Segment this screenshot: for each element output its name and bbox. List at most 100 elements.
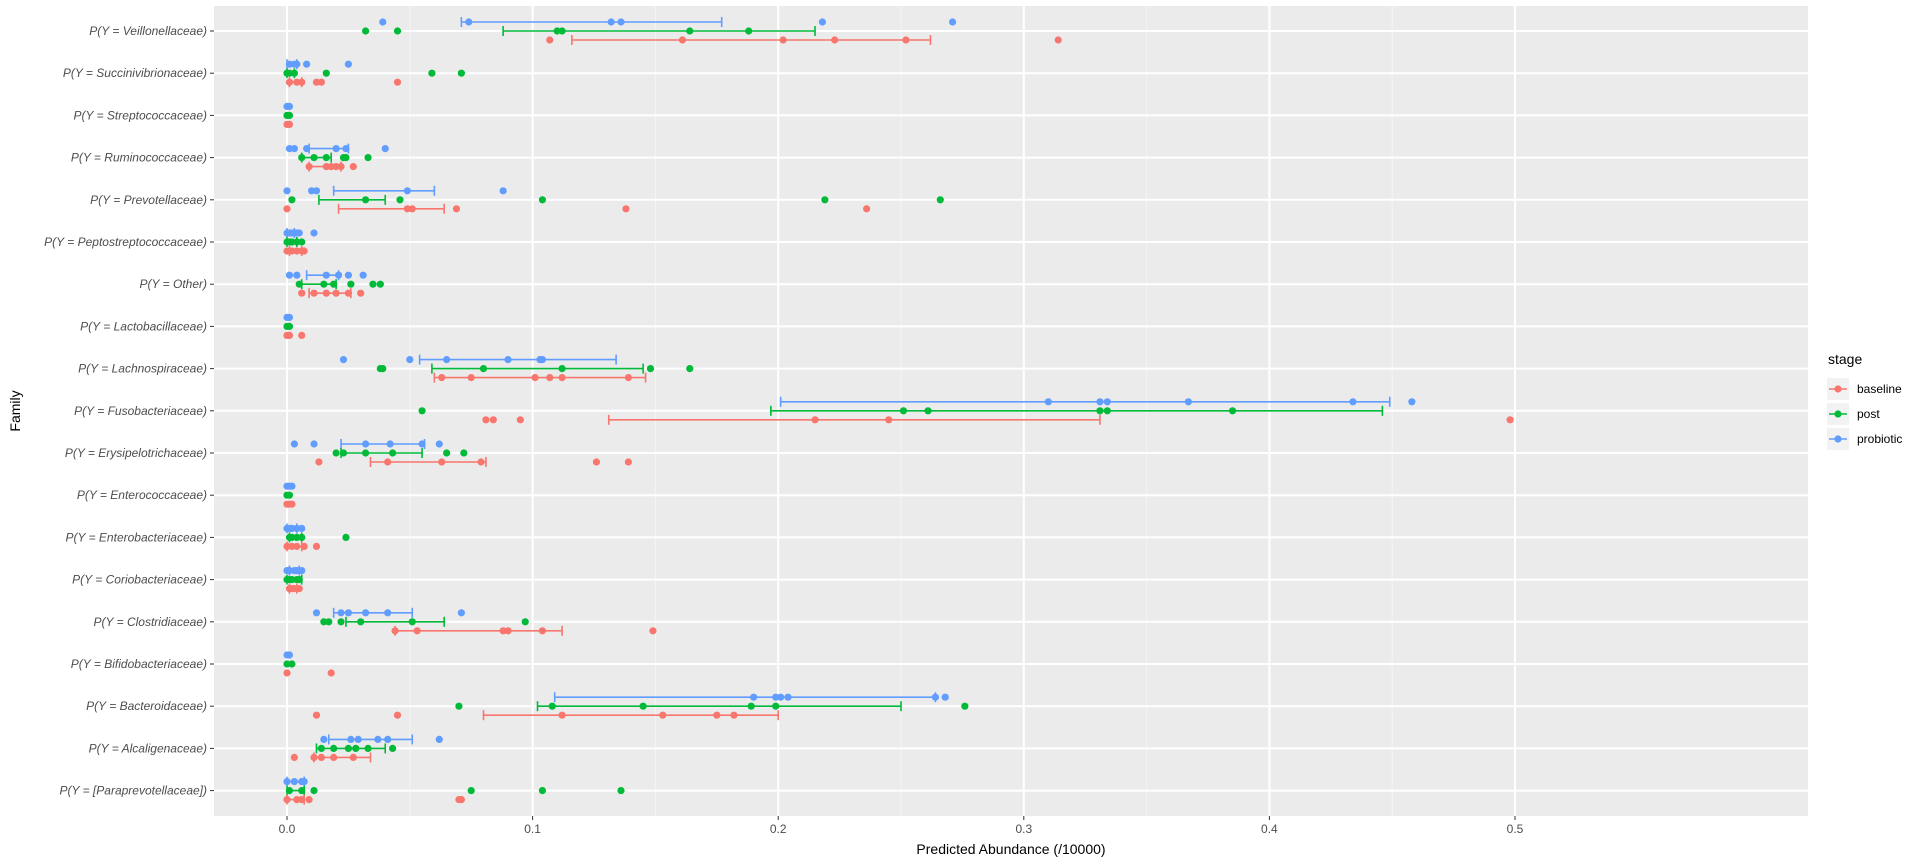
y-tick-label: P(Y = Bacteroidaceae)	[86, 699, 207, 713]
y-tick-label: P(Y = Alcaligenaceae)	[89, 741, 207, 755]
point-baseline	[482, 416, 490, 424]
point-baseline	[344, 289, 352, 297]
point-baseline	[863, 205, 871, 213]
point-baseline	[330, 753, 338, 762]
point-post	[288, 660, 296, 668]
point-probiotic	[931, 693, 939, 701]
point-probiotic	[406, 356, 414, 364]
point-baseline	[283, 669, 291, 677]
point-baseline	[391, 627, 399, 635]
point-probiotic	[538, 356, 547, 364]
x-tick-label: 0.3	[1015, 822, 1032, 836]
point-baseline	[357, 289, 365, 297]
legend-key-point	[1834, 435, 1842, 443]
point-post	[455, 702, 463, 710]
point-probiotic	[337, 609, 345, 617]
point-post	[285, 491, 294, 499]
point-probiotic	[784, 693, 792, 701]
y-tick-label: P(Y = Prevotellaceae)	[90, 193, 207, 207]
point-probiotic	[607, 18, 615, 26]
point-baseline	[305, 163, 313, 171]
point-baseline	[317, 753, 325, 762]
point-probiotic	[298, 524, 306, 533]
point-baseline	[457, 796, 465, 804]
point-post	[376, 280, 384, 288]
point-post	[352, 744, 360, 753]
point-baseline	[413, 627, 421, 635]
point-probiotic	[359, 271, 367, 279]
point-baseline	[285, 78, 294, 86]
point-probiotic	[303, 60, 311, 68]
point-probiotic	[381, 145, 389, 153]
point-probiotic	[379, 18, 387, 26]
point-baseline	[310, 753, 318, 762]
point-post	[1103, 407, 1111, 415]
y-tick-label: P(Y = Erysipelotrichaceae)	[65, 446, 207, 460]
point-probiotic	[1408, 398, 1416, 406]
point-baseline	[902, 36, 910, 44]
point-post	[361, 449, 370, 457]
y-tick-label: P(Y = Streptococcaceae)	[73, 108, 207, 122]
point-probiotic	[465, 18, 473, 26]
point-baseline	[300, 542, 308, 551]
point-baseline	[293, 542, 301, 551]
point-probiotic	[283, 778, 291, 786]
point-probiotic	[285, 271, 294, 279]
point-baseline	[317, 78, 325, 86]
point-post	[298, 787, 306, 795]
point-probiotic	[499, 187, 507, 195]
point-probiotic	[435, 440, 443, 448]
legend-label-probiotic: probiotic	[1857, 432, 1902, 446]
point-post	[322, 154, 330, 162]
point-baseline	[438, 458, 446, 466]
point-baseline	[659, 711, 667, 719]
point-post	[408, 618, 416, 626]
point-post	[379, 365, 387, 373]
point-post	[548, 702, 556, 710]
point-probiotic	[384, 609, 392, 617]
point-baseline	[298, 78, 306, 86]
point-post	[285, 787, 294, 795]
point-baseline	[649, 627, 657, 635]
point-probiotic	[342, 145, 350, 153]
point-post	[558, 365, 566, 373]
point-probiotic	[1349, 398, 1357, 406]
point-probiotic	[818, 18, 827, 26]
y-axis-title: Family	[7, 390, 23, 431]
point-baseline	[531, 374, 539, 382]
point-baseline	[327, 669, 335, 677]
point-post	[443, 449, 451, 457]
point-baseline	[558, 711, 566, 719]
y-tick-label: P(Y = Fusobacteriaceae)	[74, 404, 207, 418]
point-post	[479, 365, 488, 373]
y-tick-label: P(Y = Ruminococcaceae)	[71, 151, 207, 165]
point-probiotic	[303, 145, 311, 153]
point-post	[467, 787, 475, 795]
point-probiotic	[300, 778, 308, 786]
point-probiotic	[293, 60, 301, 68]
point-post	[1096, 407, 1104, 415]
point-baseline	[310, 289, 318, 297]
point-probiotic	[334, 271, 343, 279]
point-probiotic	[435, 735, 443, 744]
point-baseline	[1506, 416, 1514, 424]
point-post	[745, 27, 753, 35]
point-baseline	[452, 205, 461, 213]
point-probiotic	[777, 693, 785, 701]
point-probiotic	[312, 609, 321, 617]
x-tick-label: 0.4	[1261, 822, 1278, 836]
point-baseline	[305, 796, 313, 804]
point-post	[361, 196, 370, 204]
point-probiotic	[1184, 398, 1192, 406]
point-probiotic	[339, 356, 348, 364]
data-points	[283, 18, 1514, 804]
point-baseline	[624, 458, 632, 466]
point-post	[342, 533, 350, 542]
point-probiotic	[312, 187, 321, 195]
point-probiotic	[290, 778, 298, 786]
point-baseline	[300, 247, 308, 255]
point-probiotic	[750, 693, 758, 701]
point-post	[772, 702, 780, 710]
point-post	[310, 154, 318, 162]
point-post	[325, 618, 333, 626]
